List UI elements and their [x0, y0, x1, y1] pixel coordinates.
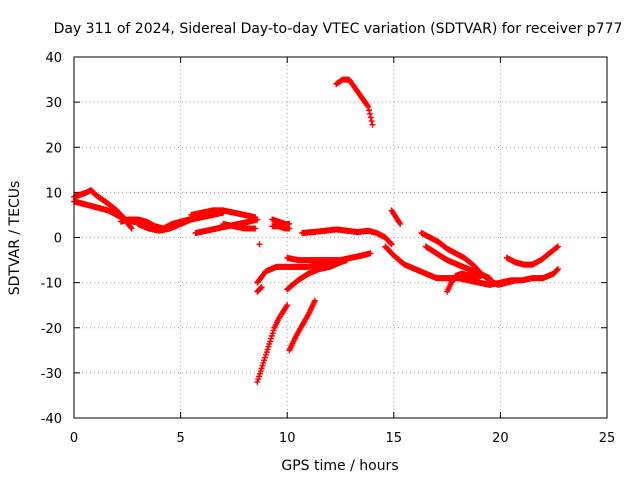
x-tick-label: 15 — [386, 431, 403, 446]
data-point — [343, 257, 350, 264]
chart-title: Day 311 of 2024, Sidereal Day-to-day VTE… — [54, 21, 623, 37]
data-point — [258, 365, 265, 372]
y-tick-label: -30 — [41, 367, 62, 382]
x-tick-label: 25 — [599, 431, 616, 446]
data-points — [71, 76, 561, 385]
series-arc14 — [382, 243, 561, 288]
data-point — [262, 354, 269, 361]
series-arc16 — [422, 243, 493, 282]
series-arc17 — [444, 270, 483, 295]
data-point — [256, 373, 263, 380]
series-arc20 — [254, 284, 265, 295]
y-tick-label: 40 — [45, 51, 62, 66]
data-point — [263, 349, 270, 356]
series-arc11 — [299, 226, 395, 248]
y-tick-label: -10 — [41, 277, 62, 292]
series-arc05 — [188, 207, 259, 221]
x-tick-label: 20 — [492, 431, 509, 446]
data-point — [368, 118, 375, 125]
data-point — [255, 376, 262, 383]
grid-lines — [74, 57, 607, 418]
data-point — [264, 346, 271, 353]
data-point — [284, 302, 291, 309]
data-point — [367, 250, 374, 257]
data-point — [554, 266, 561, 273]
data-point — [366, 110, 373, 117]
data-point — [257, 285, 264, 292]
data-point — [476, 275, 483, 282]
x-tick-label: 0 — [70, 431, 78, 446]
data-point — [254, 378, 261, 385]
data-point — [257, 368, 264, 375]
series-arc07 — [220, 220, 259, 232]
data-point — [335, 257, 342, 264]
data-point — [554, 243, 561, 250]
series-arc13 — [388, 207, 404, 227]
y-tick-label: -20 — [41, 322, 62, 337]
series-arc04 — [134, 209, 227, 234]
data-point — [258, 284, 265, 291]
data-point — [128, 225, 135, 232]
series-arc23 — [254, 302, 291, 385]
data-point — [252, 225, 259, 232]
data-point — [388, 241, 395, 248]
data-point — [366, 107, 373, 114]
data-point — [267, 338, 274, 345]
data-point — [254, 216, 261, 223]
data-point — [311, 297, 318, 304]
data-point — [127, 224, 134, 231]
x-tick-label: 10 — [279, 431, 296, 446]
data-point — [369, 121, 376, 128]
axis-ticks: 0 5 10 15 20 25 -40 -30 -20 -10 0 10 20 30 40 — [41, 51, 616, 446]
plot-frame — [73, 56, 608, 419]
series-arc24 — [286, 297, 318, 354]
data-point — [266, 340, 273, 347]
series-arc21 — [284, 257, 350, 293]
y-tick-label: 20 — [45, 141, 62, 156]
data-point — [259, 362, 266, 369]
data-point — [261, 357, 268, 364]
data-point — [367, 114, 374, 121]
data-point — [554, 266, 561, 273]
data-point — [486, 275, 493, 282]
series-arc22 — [284, 254, 342, 264]
data-point — [262, 351, 269, 358]
series-arc10 — [256, 241, 263, 248]
series-arc12 — [333, 76, 376, 128]
y-tick-label: 10 — [45, 186, 62, 201]
data-point — [267, 335, 274, 342]
y-axis-label: SDTVAR / TECUs — [7, 181, 23, 296]
data-point — [256, 370, 263, 377]
data-point — [260, 359, 267, 366]
data-point — [265, 343, 272, 350]
x-axis-label: GPS time / hours — [281, 458, 398, 474]
data-point — [512, 277, 519, 284]
data-point — [286, 225, 293, 232]
data-point — [268, 332, 275, 339]
data-point — [397, 220, 404, 227]
data-point — [387, 240, 394, 247]
data-point — [365, 103, 372, 110]
x-tick-label: 5 — [176, 431, 184, 446]
series-arc19 — [254, 250, 374, 286]
series-arc18 — [503, 243, 561, 268]
series-arc09 — [269, 223, 293, 232]
data-point — [256, 241, 263, 248]
y-tick-label: -40 — [41, 412, 62, 427]
series-arc08 — [269, 216, 293, 227]
data-point — [270, 327, 277, 334]
data-point — [364, 102, 371, 109]
y-tick-label: 30 — [45, 96, 62, 111]
y-tick-label: 0 — [54, 232, 62, 247]
data-point — [269, 330, 276, 337]
